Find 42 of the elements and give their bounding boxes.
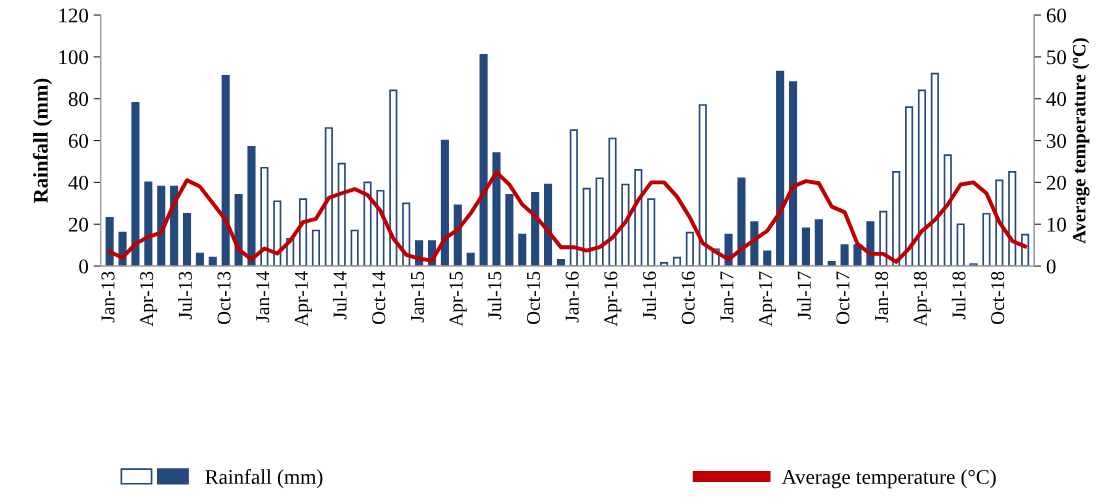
y-axis-title: Rainfall (mm) (32, 78, 53, 203)
x-tick-label: Apr-17 (759, 271, 777, 327)
y-tick-label: 60 (68, 133, 89, 148)
x-tick-label: Oct-17 (836, 271, 850, 325)
y-tick-label: 80 (68, 92, 89, 107)
y-tick-label: 120 (59, 8, 89, 23)
x-tick-label: Jan-15 (410, 271, 424, 323)
x-tick-label: Jul-14 (332, 271, 347, 320)
y-tick-label: 100 (59, 50, 89, 65)
x-tick-label: Oct-13 (217, 271, 231, 325)
x-tick-label: Oct-18 (991, 271, 1005, 325)
x-tick-label: Oct-14 (372, 271, 386, 325)
y-tick-label: 20 (68, 217, 89, 232)
x-tick-label: Jul-13 (178, 271, 192, 320)
y2-tick-label: 0 (1046, 259, 1056, 274)
x-tick-label: Jul-17 (797, 271, 811, 320)
x-tick-label: Jan-16 (565, 271, 579, 323)
x-tick-label: Jul-15 (487, 271, 502, 320)
legend-label: Average temperature (°C) (781, 469, 996, 489)
y2-tick-label: 30 (1046, 133, 1066, 148)
x-tick-label: Jan-13 (101, 271, 115, 323)
x-tick-label: Apr-18 (913, 271, 931, 327)
y2-tick-label: 60 (1046, 8, 1066, 23)
y-tick-label: 40 (68, 175, 89, 190)
x-tick-label: Jan-14 (256, 271, 270, 323)
x-tick-label: Jul-16 (642, 271, 657, 320)
y2-tick-label: 20 (1046, 175, 1066, 190)
x-tick-label: Apr-15 (449, 271, 467, 327)
y2-tick-label: 10 (1047, 217, 1066, 232)
legend-label: Rainfall (mm) (205, 469, 323, 489)
x-tick-label: Apr-13 (140, 271, 158, 327)
x-tick-label: Oct-16 (681, 271, 695, 325)
x-tick-label: Jan-18 (875, 271, 889, 323)
x-tick-label: Apr-16 (604, 271, 622, 327)
x-tick-label: Jul-18 (951, 271, 966, 320)
x-tick-label: Apr-14 (294, 271, 312, 327)
x-tick-label: Jan-17 (720, 271, 734, 323)
x-tick-label: Oct-15 (526, 271, 541, 325)
y2-tick-label: 50 (1047, 50, 1066, 65)
y2-tick-label: 40 (1046, 92, 1066, 107)
y2-axis-title: Average temperature (ºC) (1072, 38, 1090, 244)
y-tick-label: 0 (79, 259, 89, 274)
